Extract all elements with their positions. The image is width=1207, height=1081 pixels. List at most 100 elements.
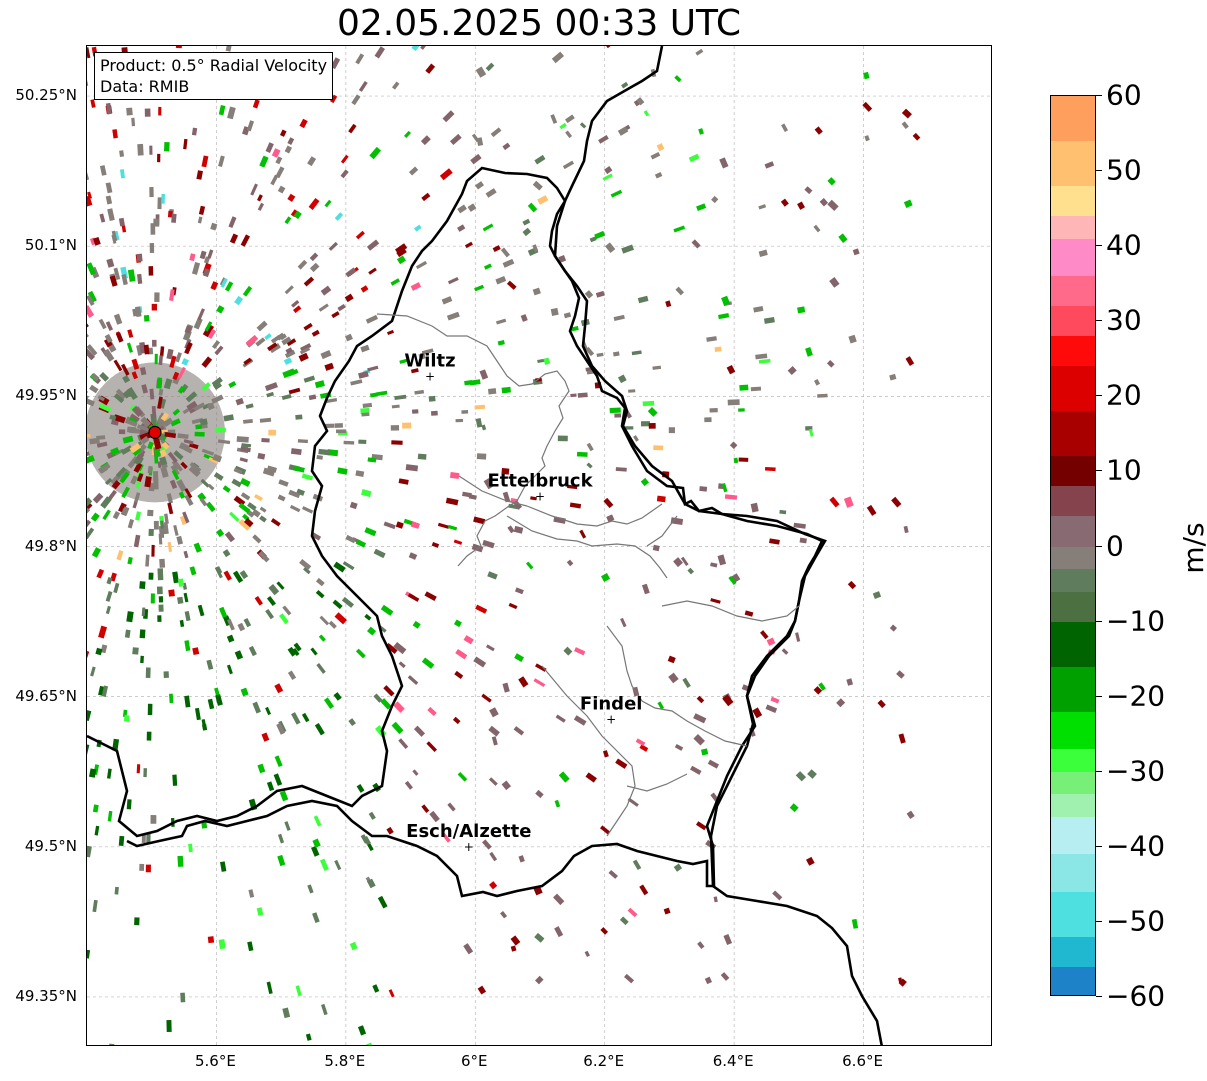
echo-pixel — [733, 457, 739, 464]
echo-pixel — [215, 427, 226, 433]
echo-pixel — [534, 154, 546, 165]
echo-pixel — [373, 693, 383, 703]
echo-pixel — [206, 328, 217, 340]
echo-pixel — [300, 343, 312, 352]
echo-pixel — [226, 634, 235, 643]
echo-pixel — [566, 559, 574, 567]
echo-pixel — [287, 646, 297, 657]
echo-pixel — [143, 314, 150, 322]
echo-pixel — [668, 427, 675, 434]
city-label[interactable]: Ettelbruck — [487, 470, 593, 491]
echo-pixel — [696, 695, 705, 704]
echo-pixel — [206, 659, 214, 670]
echo-pixel — [510, 945, 517, 952]
echo-pixel — [585, 772, 597, 783]
echo-pixel — [274, 683, 284, 694]
latitude-tick-label: 50.1°N — [24, 236, 77, 255]
echo-pixel — [288, 489, 301, 499]
echo-pixel — [758, 358, 771, 364]
echo-pixel — [369, 146, 382, 160]
echo-pixel — [520, 314, 528, 322]
echo-pixel — [254, 595, 263, 606]
city-label[interactable]: Wiltz — [404, 350, 455, 371]
radar-map[interactable]: + Wiltz + Ettelbruck + Findel + Esch/Alzette — [86, 45, 992, 1046]
echo-pixel — [256, 320, 268, 332]
echo-pixel — [627, 907, 638, 918]
echo-pixel — [551, 51, 565, 64]
echo-pixel — [570, 393, 577, 398]
echo-pixel — [571, 325, 579, 332]
longitude-tick-label: 6.6°E — [842, 1052, 883, 1070]
colorbar-segment — [1051, 621, 1095, 668]
echo-pixel — [481, 424, 487, 431]
echo-pixel — [259, 155, 269, 168]
german-border — [553, 46, 883, 1045]
echo-pixel — [586, 462, 593, 469]
echo-pixel — [336, 429, 347, 434]
echo-pixel — [699, 486, 708, 492]
echo-pixel — [184, 342, 193, 355]
echo-pixel — [145, 864, 151, 873]
echo-pixel — [502, 682, 510, 693]
echo-pixel — [236, 436, 249, 443]
echo-pixel — [585, 346, 595, 357]
echo-pixel — [179, 515, 188, 526]
echo-pixel — [557, 435, 568, 442]
echo-pixel — [270, 334, 281, 344]
echo-pixel — [342, 561, 355, 571]
echo-pixel — [553, 893, 565, 906]
echo-pixel — [481, 693, 492, 703]
echo-pixel — [797, 306, 806, 314]
echo-pixel — [574, 647, 586, 656]
echo-pixel — [171, 459, 181, 470]
echo-pixel — [640, 477, 650, 487]
echo-pixel — [207, 936, 215, 944]
echo-pixel — [663, 907, 671, 915]
echo-pixel — [118, 429, 126, 435]
echo-pixel — [181, 357, 189, 366]
echo-pixel — [398, 661, 406, 669]
echo-pixel — [673, 863, 683, 872]
echo-pixel — [98, 403, 112, 413]
echo-pixel — [360, 285, 369, 293]
echo-pixel — [412, 769, 419, 776]
echo-pixel — [797, 201, 805, 210]
echo-pixel — [604, 46, 617, 49]
city-label[interactable]: Esch/Alzette — [406, 821, 531, 842]
echo-pixel — [600, 573, 611, 582]
echo-pixel — [252, 534, 262, 544]
echo-pixel — [482, 223, 494, 232]
echo-pixel — [896, 670, 905, 679]
colorbar-tick-label: 50 — [1106, 153, 1142, 187]
echo-pixel — [495, 276, 507, 285]
echo-pixel — [324, 423, 335, 429]
colorbar-segment — [1051, 336, 1095, 367]
colorbar-segment — [1051, 749, 1095, 773]
echo-pixel — [167, 502, 174, 515]
echo-pixel — [218, 105, 226, 116]
echo-pixel — [314, 380, 325, 389]
colorbar-tick-mark — [1096, 245, 1102, 247]
colorbar-tick-mark — [1096, 620, 1102, 622]
echo-pixel — [184, 695, 191, 708]
radar-site-marker[interactable] — [148, 425, 162, 439]
echo-pixel — [621, 81, 629, 89]
echo-pixel — [487, 571, 498, 580]
echo-pixel — [157, 396, 163, 409]
echo-pixel — [120, 445, 133, 455]
echo-pixel — [653, 445, 664, 451]
echo-pixel — [215, 566, 223, 575]
echo-pixel — [641, 421, 651, 427]
city-label[interactable]: Findel — [580, 694, 643, 715]
echo-pixel — [132, 501, 138, 509]
echo-pixel — [157, 197, 162, 210]
echo-pixel — [609, 407, 621, 414]
echo-pixel — [183, 439, 194, 445]
echo-pixel — [483, 263, 492, 270]
echo-pixel — [780, 198, 789, 207]
echo-pixel — [188, 465, 201, 478]
echo-pixel — [218, 606, 228, 618]
echo-pixel — [279, 129, 287, 137]
echo-pixel — [183, 550, 189, 559]
echo-pixel — [222, 549, 231, 558]
